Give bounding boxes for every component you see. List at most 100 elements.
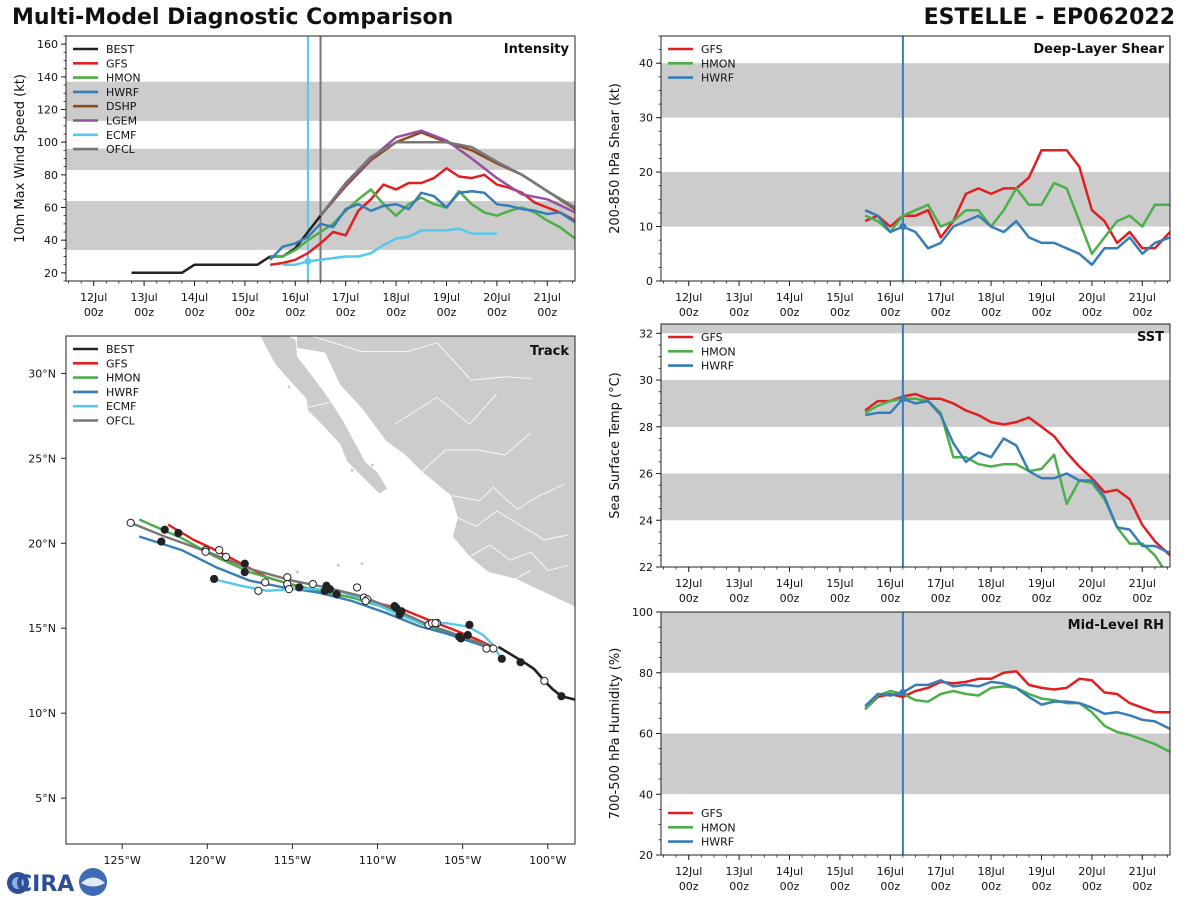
track-series-hwrf (138, 535, 498, 652)
state-border-7 (307, 401, 330, 408)
rh-x-tick-day: 12Jul (675, 865, 702, 878)
intensity-x-tick-hour: 00z (235, 306, 255, 319)
island-3 (350, 468, 354, 472)
track-marker-gfs (174, 528, 183, 538)
sst-x-tick-day: 16Jul (877, 577, 904, 590)
intensity-x-tick-hour: 00z (84, 306, 104, 319)
intensity-legend-label-lgem: LGEM (106, 115, 137, 128)
track-marker-ofcl (489, 644, 498, 653)
track-marker-hmon (353, 583, 362, 592)
track-x-tick-label: 100°W (529, 854, 566, 867)
track-marker-ofcl (308, 579, 317, 589)
rh-y-tick-label: 100 (632, 606, 653, 619)
intensity-y-tick-label: 80 (44, 169, 58, 182)
shear-x-tick-hour: 00z (1032, 306, 1052, 319)
storm-title: ESTELLE - EP062022 (923, 5, 1175, 30)
rh-x-tick-day: 19Jul (1028, 865, 1055, 878)
sst-x-tick-day: 18Jul (977, 577, 1004, 590)
track-marker-ecmf (397, 607, 406, 616)
shear-x-tick-hour: 00z (931, 306, 951, 319)
sst-series-gfs (864, 392, 1170, 557)
rh-x-tick-hour: 00z (729, 880, 749, 893)
shear-x-tick-hour: 00z (981, 306, 1001, 319)
cira-logo: CIRA (7, 868, 107, 897)
intensity-x-tick-day: 21Jul (534, 291, 561, 304)
track-x-tick-label: 110°W (359, 854, 396, 867)
track-marker-best (516, 658, 525, 667)
rh-panel-label: Mid-Level RH (1068, 618, 1164, 633)
shear-y-tick-label: 30 (639, 112, 653, 125)
rh-x-tick-day: 20Jul (1078, 865, 1105, 878)
rh-legend-label-hwrf: HWRF (701, 836, 734, 849)
shear-band-1 (661, 63, 1170, 118)
sst-x-tick-hour: 00z (981, 592, 1001, 605)
track-marker-ecmf (284, 585, 294, 594)
intensity-x-tick-hour: 00z (437, 306, 457, 319)
state-border-5 (469, 544, 569, 571)
intensity-series-hmon (270, 188, 575, 258)
shear-x-tick-hour: 00z (830, 306, 850, 319)
shear-x-tick-day: 12Jul (675, 291, 702, 304)
track-series-best (497, 645, 575, 701)
shear-band-0 (661, 172, 1170, 227)
track-marker-gfs (215, 545, 224, 555)
sst-legend-label-hwrf: HWRF (701, 360, 734, 373)
island-0 (360, 562, 364, 566)
sst-y-axis-label: Sea Surface Temp (°C) (608, 372, 623, 519)
cira-logo-text: CIRA (16, 872, 74, 897)
rh-x-tick-day: 18Jul (977, 865, 1004, 878)
intensity-legend-label-ofcl: OFCL (106, 143, 136, 156)
island-2 (296, 570, 300, 574)
shear-y-axis-label: 200-850 hPa Shear (kt) (608, 83, 623, 234)
island-4 (370, 463, 374, 467)
rh-y-tick-label: 20 (639, 849, 653, 862)
sst-hwrf-initial-point (899, 395, 907, 403)
intensity-x-tick-hour: 00z (386, 306, 406, 319)
track-marker-hwrf (261, 578, 270, 587)
sst-x-tick-hour: 00z (1032, 592, 1052, 605)
main-title: Multi-Model Diagnostic Comparison (12, 5, 454, 30)
track-y-tick-label: 20°N (28, 537, 56, 550)
intensity-y-tick-label: 120 (37, 104, 58, 117)
sst-y-tick-label: 30 (639, 374, 653, 387)
sst-x-tick-hour: 00z (830, 592, 850, 605)
intensity-y-tick-label: 160 (37, 38, 58, 51)
shear-y-tick-label: 40 (639, 57, 653, 70)
intensity-ecmf-initial-point (304, 257, 312, 265)
sst-x-tick-day: 15Jul (826, 577, 853, 590)
shear-x-tick-day: 13Jul (725, 291, 752, 304)
intensity-x-tick-day: 20Jul (483, 291, 510, 304)
sst-y-tick-label: 28 (639, 421, 653, 434)
track-marker-ecmf (465, 620, 474, 629)
intensity-y-tick-label: 40 (44, 234, 58, 247)
intensity-y-axis-label: 10m Max Wind Speed (kt) (13, 74, 28, 243)
sst-x-tick-hour: 00z (931, 592, 951, 605)
rh-x-tick-hour: 00z (1032, 880, 1052, 893)
sst-x-tick-hour: 00z (729, 592, 749, 605)
shear-x-tick-day: 19Jul (1028, 291, 1055, 304)
track-marker-gfs (240, 559, 249, 568)
shear-x-tick-day: 21Jul (1129, 291, 1156, 304)
panel-sst: 22 24 26 28 30 32 12Jul 00z 13Jul 00z 14Jul 00z 15Ju… (608, 323, 1171, 605)
intensity-series-ofcl (319, 140, 575, 217)
track-marker-hwrf (221, 552, 231, 561)
track-marker-best (557, 692, 566, 701)
panel-rh: 20 40 60 80 100 12Jul 00z 13Jul 00z 14Jul 00z 15Jul… (608, 606, 1171, 893)
rh-x-tick-hour: 00z (1082, 880, 1102, 893)
track-legend-label-gfs: GFS (106, 357, 128, 370)
shear-legend-label-gfs: GFS (701, 43, 723, 56)
intensity-frame (65, 35, 576, 282)
rh-y-tick-label: 60 (639, 728, 653, 741)
baja-california-landmass (259, 336, 389, 495)
intensity-x-tick-hour: 00z (537, 306, 557, 319)
intensity-x-tick-day: 17Jul (332, 291, 359, 304)
rh-x-tick-hour: 00z (780, 880, 800, 893)
track-y-tick-label: 5°N (35, 792, 56, 805)
intensity-x-tick-day: 18Jul (382, 291, 409, 304)
rh-hwrf-initial-point (899, 688, 907, 696)
shear-panel-label: Deep-Layer Shear (1033, 42, 1164, 57)
shear-x-tick-day: 20Jul (1078, 291, 1105, 304)
state-border-4 (457, 510, 569, 541)
intensity-x-tick-day: 13Jul (130, 291, 157, 304)
